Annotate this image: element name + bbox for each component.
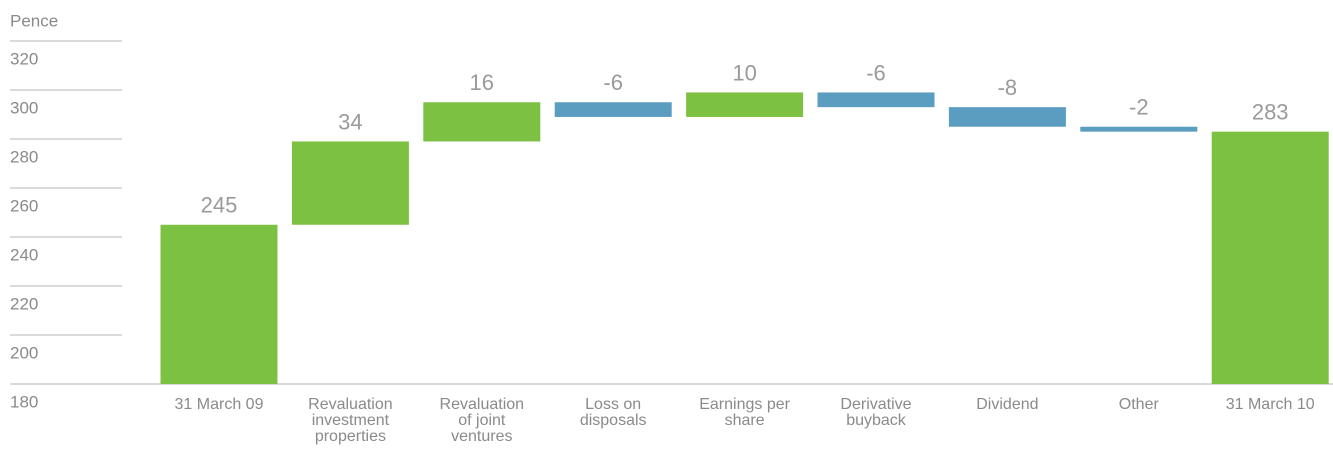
- y-tick-label: 240: [10, 245, 38, 264]
- x-tick-label: 31 March 10: [1225, 396, 1315, 413]
- y-axis-label: Pence: [10, 11, 58, 30]
- bar: [1080, 126, 1198, 132]
- value-label: 245: [201, 193, 238, 218]
- bar: [948, 107, 1066, 127]
- y-tick-label: 320: [10, 49, 38, 68]
- bar: [1211, 131, 1329, 384]
- x-tick-label: Loss on disposals: [579, 396, 647, 429]
- value-label: -6: [866, 60, 886, 85]
- bar: [817, 92, 935, 108]
- x-tick-label: Revaluation investment properties: [308, 396, 393, 445]
- x-tick-label: Revaluation of joint ventures: [439, 396, 525, 445]
- y-tick-label: 180: [10, 392, 38, 411]
- bar: [423, 102, 541, 142]
- x-tick-label: 31 March 09: [174, 396, 264, 413]
- value-label: 283: [1252, 99, 1289, 124]
- bar: [291, 141, 409, 225]
- x-tick-label: Derivative buyback: [840, 396, 912, 429]
- value-label: -8: [998, 75, 1018, 100]
- y-tick-label: 300: [10, 98, 38, 117]
- y-tick-label: 260: [10, 196, 38, 215]
- x-tick-label: Other: [1118, 396, 1159, 413]
- bar: [554, 102, 672, 117]
- y-tick-label: 220: [10, 294, 38, 313]
- y-tick-label: 280: [10, 147, 38, 166]
- value-label: -6: [603, 70, 623, 95]
- bar: [686, 92, 804, 117]
- value-label: 16: [470, 70, 494, 95]
- value-label: 10: [732, 60, 756, 85]
- y-tick-label: 200: [10, 343, 38, 362]
- value-label: -2: [1129, 95, 1149, 120]
- x-tick-label: Dividend: [976, 396, 1039, 413]
- bar: [160, 224, 278, 384]
- x-tick-label: Earnings per share: [699, 396, 790, 429]
- value-label: 34: [338, 109, 362, 134]
